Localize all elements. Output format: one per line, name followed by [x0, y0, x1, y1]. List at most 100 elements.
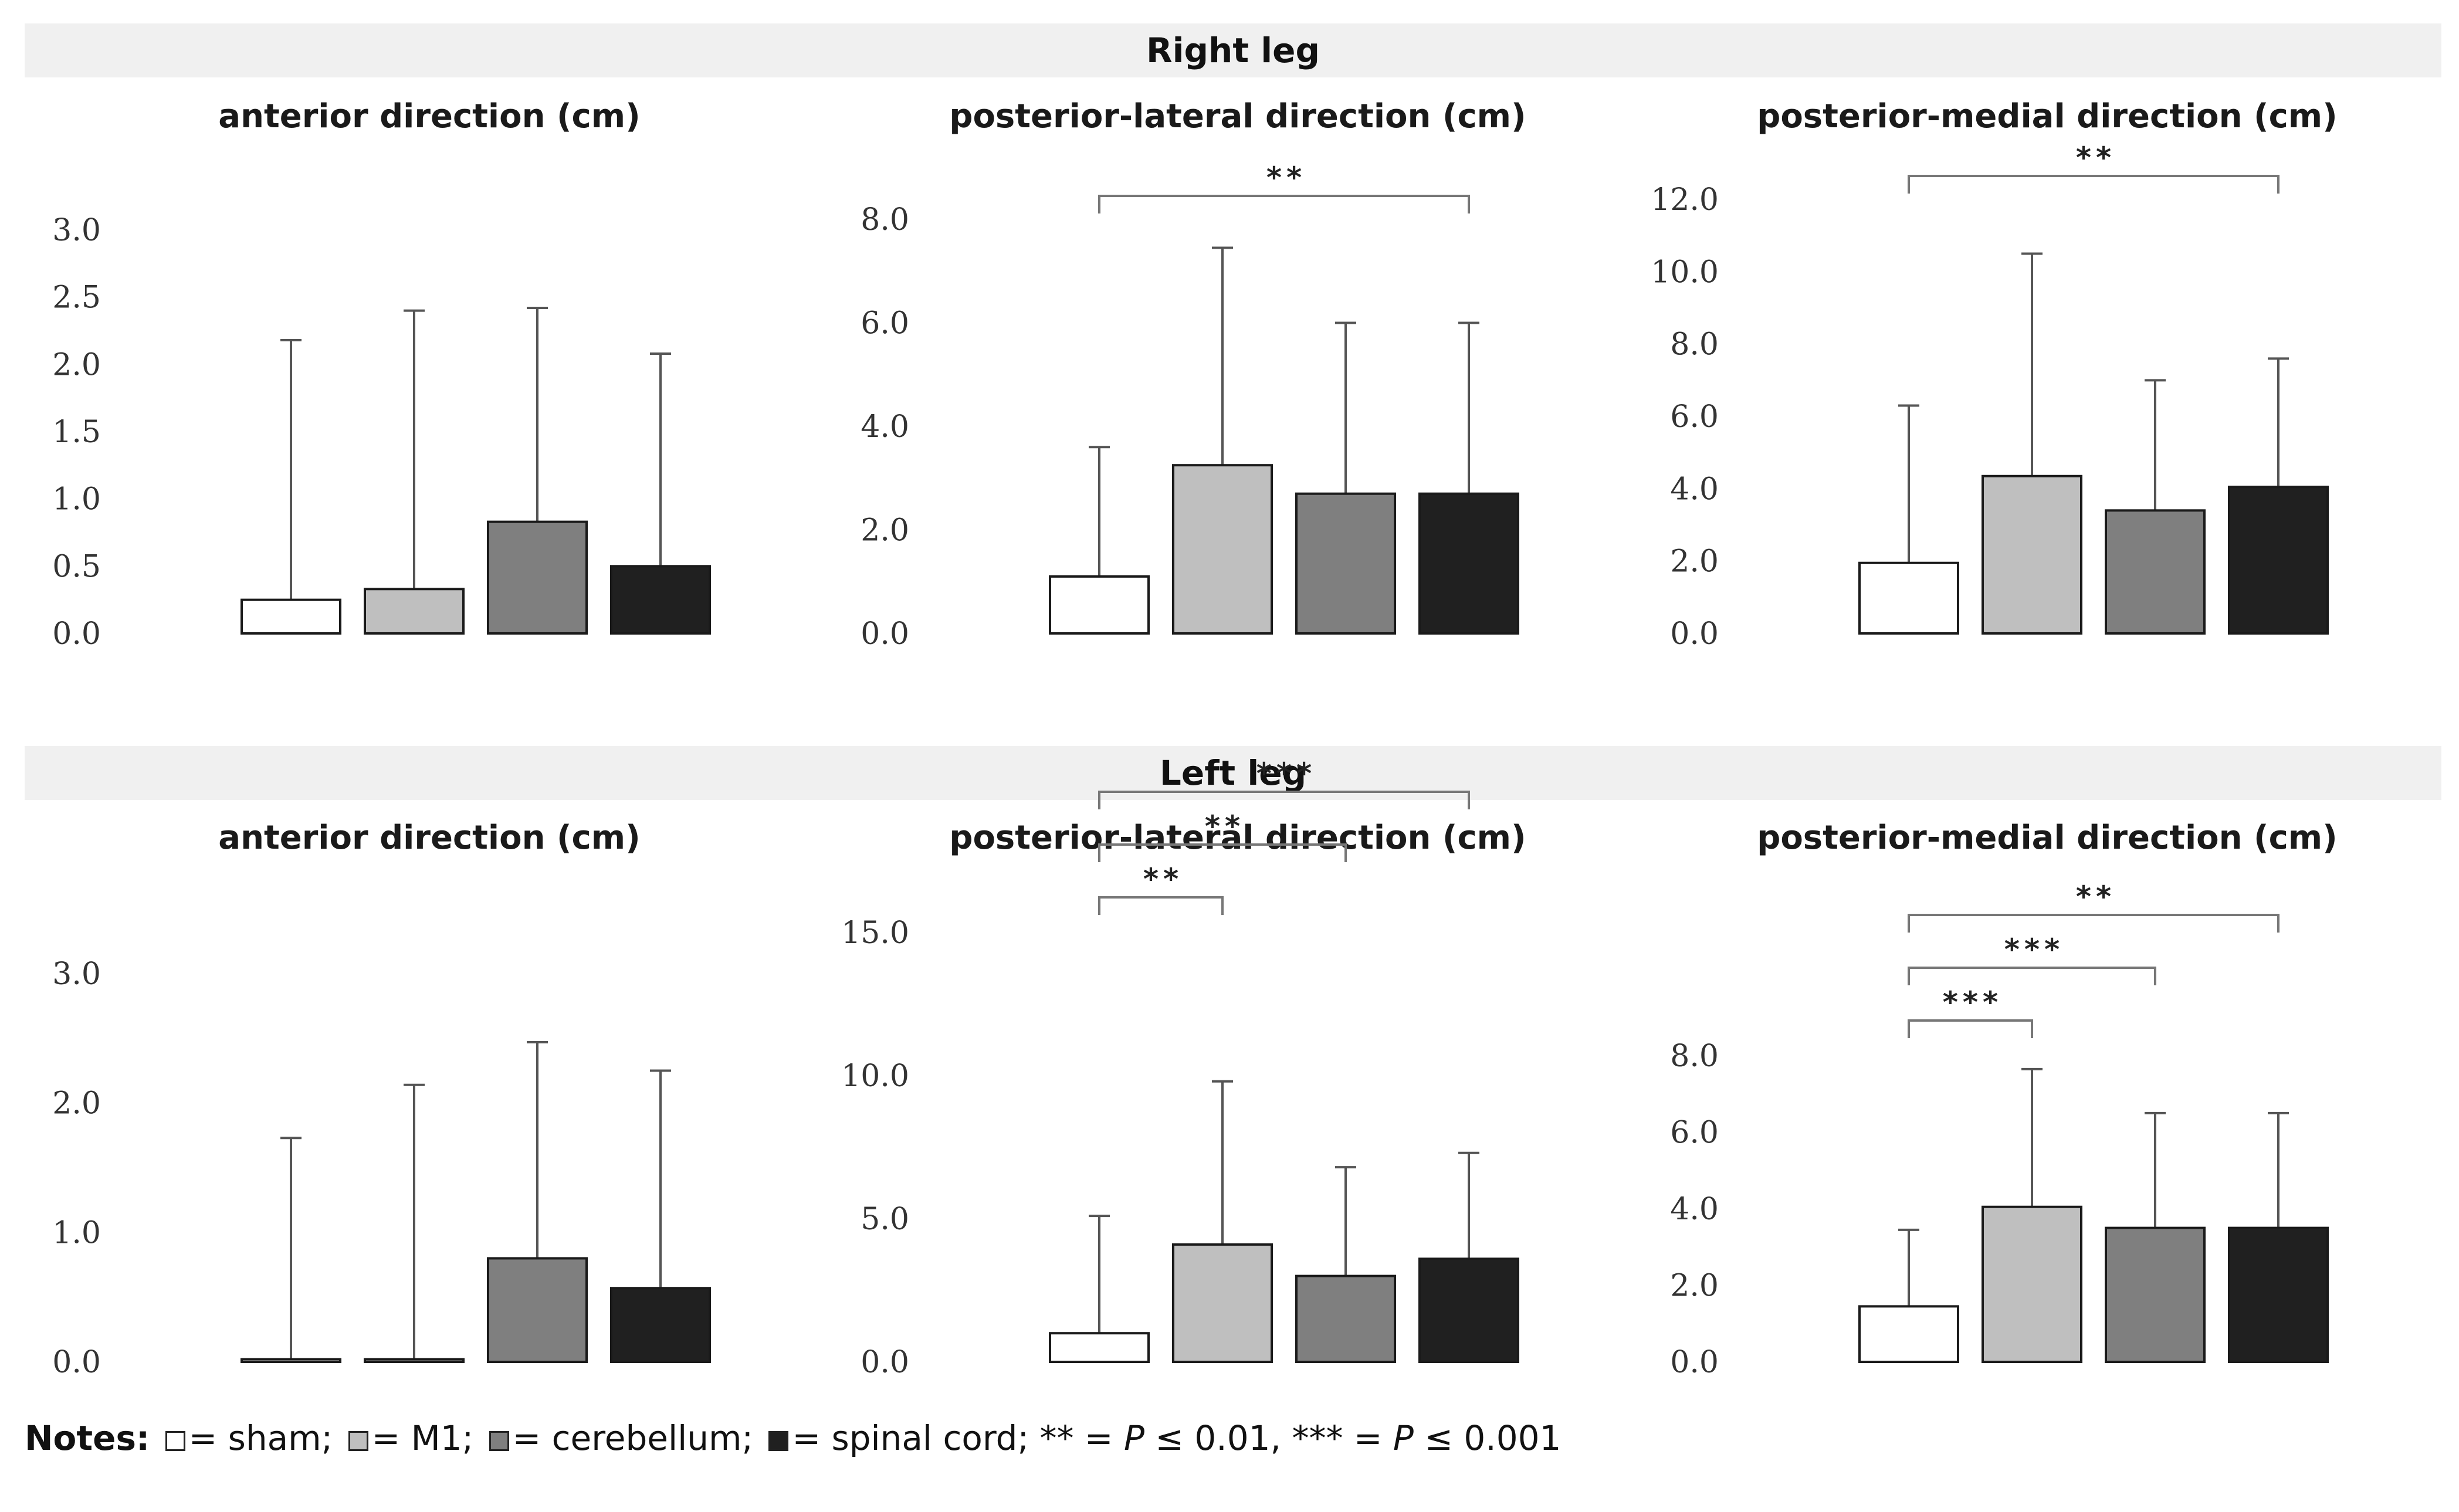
legend-swatch-cerebellum: [489, 1431, 509, 1451]
bar-M1: [1982, 474, 2082, 635]
y-tick-label: 6.0: [1670, 399, 1719, 435]
y-tick-label: 15.0: [841, 916, 909, 951]
y-tick-label: 2.5: [52, 280, 101, 316]
legend-swatch-m1: [348, 1431, 368, 1451]
legend-swatch-spinal-cord: [768, 1431, 789, 1451]
chart-plot-area: 0.0 0.5 1.0 1.5 2.0 2.5 3.0: [52, 213, 711, 652]
legend-label-cerebellum: = cerebellum;: [512, 1418, 753, 1458]
y-tick-label: 0.0: [861, 616, 909, 652]
bar-spinal-cord: [1418, 492, 1519, 635]
chart-right-posterior-lateral: posterior-lateral direction (cm) 0.0 2.0 4…: [833, 94, 1642, 680]
legend-label-sham: = sham;: [188, 1418, 333, 1458]
bar-sham: [241, 598, 341, 635]
y-tick-label: 8.0: [861, 202, 909, 238]
section-title-right-leg: Right leg: [1146, 30, 1320, 70]
legend-sig2-stars: ** =: [1039, 1418, 1113, 1458]
y-tick-label: 4.0: [861, 409, 909, 445]
significance-label: **: [1143, 862, 1183, 896]
bar-cerebellum: [1295, 1274, 1396, 1363]
significance-label: ***: [2004, 933, 2064, 967]
y-tick-label: 6.0: [861, 306, 909, 341]
y-tick-label: 0.0: [1670, 616, 1719, 652]
chart-right-posterior-medial: posterior-medial direction (cm) 0.0 2.0 4.…: [1642, 94, 2452, 680]
bar-cerebellum: [487, 520, 588, 635]
chart-plot-area: 0.02.04.06.08.0********: [1670, 880, 2329, 1380]
notes-label: Notes:: [25, 1418, 150, 1458]
significance-label: **: [2076, 880, 2116, 914]
y-tick-label: 8.0: [1670, 327, 1719, 362]
section-header-right-leg: Right leg: [25, 23, 2441, 77]
bar-cerebellum: [1295, 492, 1396, 635]
y-tick-label: 6.0: [1670, 1116, 1719, 1151]
significance-label: **: [2076, 141, 2116, 175]
legend-label-spinal-cord: = spinal cord;: [792, 1418, 1029, 1458]
y-tick-label: 4.0: [1670, 472, 1719, 507]
y-tick-label: 10.0: [1651, 255, 1719, 290]
bar-M1: [364, 1358, 465, 1364]
y-tick-label: 0.0: [861, 1345, 909, 1380]
y-tick-label: 8.0: [1670, 1039, 1719, 1074]
bar-cerebellum: [2105, 509, 2206, 635]
chart-plot-area: 0.0 2.0 4.0 6.0 8.0 10.0 12.0 **: [1651, 141, 2329, 652]
chart-title: anterior direction (cm): [218, 819, 641, 857]
significance-bracket: [1098, 896, 1224, 915]
bar-sham: [241, 1358, 341, 1364]
bar-spinal-cord: [1418, 1257, 1519, 1363]
chart-plot-area: 0.05.010.015.0*******: [841, 757, 1519, 1380]
bar-spinal-cord: [610, 1287, 711, 1363]
bar-cerebellum: [2105, 1226, 2206, 1363]
y-tick-label: 2.0: [52, 1086, 101, 1121]
y-tick-label: 5.0: [861, 1202, 909, 1237]
significance-label: ***: [1943, 985, 2003, 1019]
chart-left-anterior: anterior direction (cm) 0.0 1.0 2.0 3.0: [25, 815, 834, 1402]
legend-sig3-p: P: [1393, 1418, 1414, 1458]
bar-sham: [1049, 1332, 1150, 1364]
chart-title: posterior-lateral direction (cm): [949, 97, 1526, 135]
bar-M1: [364, 588, 465, 635]
bar-sham: [1858, 1305, 1959, 1364]
y-tick-label: 1.0: [52, 1215, 101, 1250]
y-tick-label: 10.0: [841, 1059, 909, 1094]
legend-sig3-stars: *** =: [1292, 1418, 1383, 1458]
legend-sig2-value: ≤ 0.01,: [1155, 1418, 1281, 1458]
y-tick-label: 1.5: [52, 415, 101, 450]
legend-label-m1: = M1;: [371, 1418, 474, 1458]
chart-title: posterior-medial direction (cm): [1757, 819, 2338, 857]
bar-M1: [1982, 1205, 2082, 1363]
bar-spinal-cord: [2228, 486, 2329, 635]
y-tick-label: 2.0: [861, 513, 909, 548]
y-tick-label: 2.0: [1670, 544, 1719, 579]
y-tick-label: 0.0: [1670, 1345, 1719, 1380]
notes-legend: Notes: = sham; = M1; = cerebellum; = spi…: [25, 1418, 1561, 1458]
legend-sig2-p: P: [1123, 1418, 1144, 1458]
y-tick-label: 2.0: [52, 347, 101, 382]
bar-cerebellum: [487, 1257, 588, 1364]
y-tick-label: 3.0: [52, 213, 101, 248]
significance-bracket: [1098, 843, 1347, 862]
section-title-left-leg: Left leg: [1159, 753, 1307, 793]
chart-title: posterior-medial direction (cm): [1757, 97, 2338, 135]
significance-bracket: [1908, 967, 2156, 985]
significance-bracket: [1908, 175, 2280, 194]
bar-M1: [1172, 464, 1273, 635]
bar-sham: [1049, 575, 1150, 635]
chart-left-posterior-medial: posterior-medial direction (cm) 0.0 2.0 4.…: [1642, 815, 2452, 1402]
bar-M1: [1172, 1243, 1273, 1363]
chart-right-anterior: anterior direction (cm) 0.0 0.5 1.0 1.5 2.0 2…: [25, 94, 834, 680]
chart-title: posterior-lateral direction (cm): [949, 819, 1526, 857]
chart-plot-area: 0.0 2.0 4.0 6.0 8.0 **: [861, 161, 1519, 652]
y-tick-label: 3.0: [52, 957, 101, 992]
y-tick-label: 0.0: [52, 1345, 101, 1380]
significance-bracket: [1098, 791, 1470, 809]
bar-sham: [1858, 561, 1959, 635]
y-tick-label: 2.0: [1670, 1269, 1719, 1304]
significance-bracket: [1908, 914, 2280, 933]
y-tick-label: 1.0: [52, 482, 101, 517]
y-tick-label: 12.0: [1651, 182, 1719, 218]
chart-left-posterior-lateral: posterior-lateral direction (cm) 0.0 5.0 1…: [833, 757, 1642, 1402]
significance-label: ***: [1256, 757, 1316, 791]
y-tick-label: 4.0: [1670, 1192, 1719, 1227]
significance-bracket: [1908, 1019, 2033, 1038]
chart-plot-area: 0.0 1.0 2.0 3.0: [52, 957, 711, 1380]
bar-spinal-cord: [2228, 1226, 2329, 1363]
